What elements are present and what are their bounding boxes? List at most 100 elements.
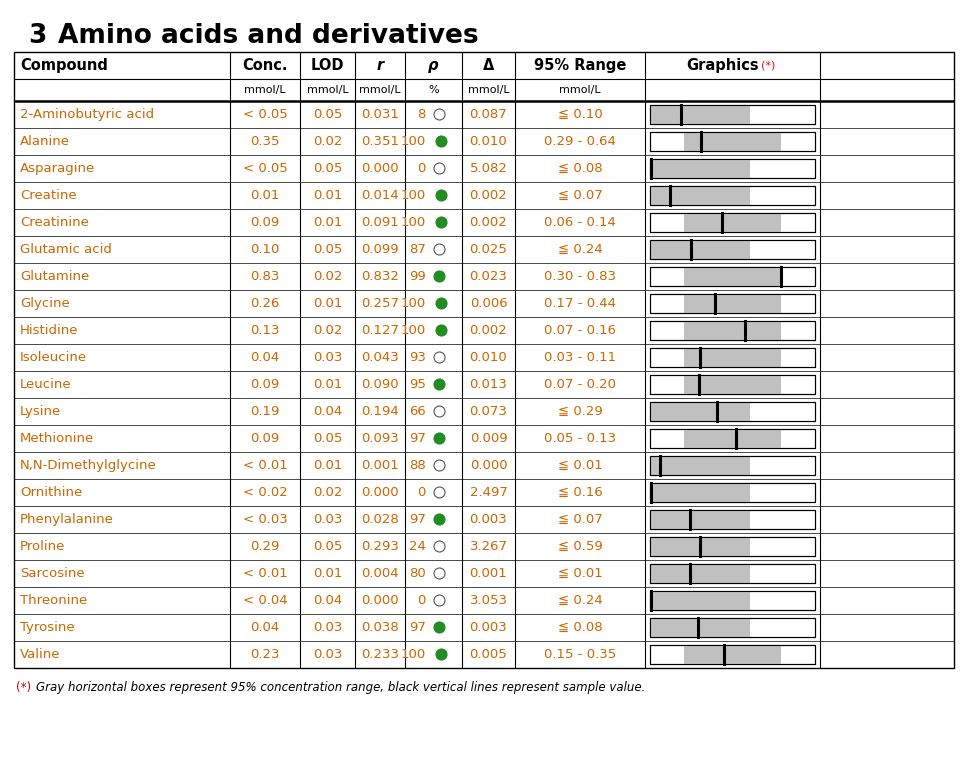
Bar [650,537,815,556]
Text: 0.06 - 0.14: 0.06 - 0.14 [544,216,616,229]
Text: Gray horizontal boxes represent 95% concentration range, black vertical lines re: Gray horizontal boxes represent 95% conc… [36,681,646,694]
Text: 3: 3 [28,23,46,49]
Text: 100: 100 [401,297,426,310]
Text: 2.497: 2.497 [469,486,507,499]
Bar [650,132,815,151]
Text: Δ: Δ [483,58,495,73]
Text: Threonine: Threonine [20,594,87,607]
Text: Compound: Compound [20,58,107,73]
Text: 0.02: 0.02 [313,270,342,283]
Bar [650,483,815,502]
Bar [650,240,815,259]
Text: Phenylalanine: Phenylalanine [20,513,114,526]
Bar [650,564,750,583]
Text: 0.03: 0.03 [313,648,342,661]
Text: 0.05: 0.05 [313,108,342,121]
Text: < 0.01: < 0.01 [243,459,287,472]
Text: 0.009: 0.009 [469,432,507,445]
Text: Tyrosine: Tyrosine [20,621,75,634]
Circle shape [436,190,447,201]
Circle shape [436,298,447,309]
Bar [650,645,815,664]
Text: 0.014: 0.014 [361,189,399,202]
Circle shape [434,109,445,120]
Circle shape [436,325,447,336]
Text: ≦ 0.01: ≦ 0.01 [558,459,602,472]
Text: 0: 0 [417,162,426,175]
Text: 0.02: 0.02 [313,486,342,499]
Text: 0.002: 0.002 [469,189,507,202]
Bar [650,294,815,313]
Text: 97: 97 [409,513,426,526]
Bar [650,105,750,124]
Circle shape [434,541,445,552]
Circle shape [436,649,447,660]
Text: ≦ 0.07: ≦ 0.07 [558,513,602,526]
Text: 0.05: 0.05 [313,540,342,553]
Text: 0.003: 0.003 [469,513,507,526]
Text: Amino acids and derivatives: Amino acids and derivatives [58,23,478,49]
Text: 88: 88 [409,459,426,472]
Text: < 0.03: < 0.03 [243,513,287,526]
Bar [650,294,815,313]
Text: 0.004: 0.004 [361,567,399,580]
Text: 0.002: 0.002 [469,216,507,229]
Text: 0.127: 0.127 [361,324,399,337]
Text: 0.05 - 0.13: 0.05 - 0.13 [544,432,616,445]
Text: 0.001: 0.001 [469,567,507,580]
Text: 3.267: 3.267 [469,540,507,553]
Text: 0.02: 0.02 [313,324,342,337]
Text: < 0.01: < 0.01 [243,567,287,580]
Text: 0.091: 0.091 [361,216,399,229]
Bar [650,483,750,502]
Text: Proline: Proline [20,540,66,553]
Text: 0.09: 0.09 [251,378,280,391]
Bar [650,510,815,529]
Bar [684,267,781,286]
Text: < 0.05: < 0.05 [243,108,287,121]
Text: 0.257: 0.257 [361,297,399,310]
Text: 0.83: 0.83 [251,270,280,283]
Text: 0.000: 0.000 [361,594,399,607]
Bar [650,186,815,205]
Text: Creatine: Creatine [20,189,76,202]
Bar [650,456,815,475]
Bar [650,591,815,610]
Circle shape [436,217,447,228]
Bar [650,375,815,394]
Text: ≦ 0.01: ≦ 0.01 [558,567,602,580]
Bar [684,213,781,232]
Bar [650,213,815,232]
Text: (*): (*) [16,681,31,694]
Text: ≦ 0.24: ≦ 0.24 [558,594,602,607]
Bar [650,456,815,475]
Bar [684,375,781,394]
Bar [650,591,750,610]
Text: 0.001: 0.001 [361,459,399,472]
Bar [650,402,750,421]
Text: Ornithine: Ornithine [20,486,82,499]
Circle shape [436,136,447,147]
Text: 0.038: 0.038 [361,621,399,634]
Bar [650,537,750,556]
Circle shape [434,433,445,444]
Text: ≦ 0.29: ≦ 0.29 [558,405,602,418]
Bar [650,186,815,205]
Text: 0.031: 0.031 [361,108,399,121]
Bar [650,267,815,286]
Text: 0.04: 0.04 [313,405,342,418]
Bar [650,456,750,475]
Text: 0.30 - 0.83: 0.30 - 0.83 [544,270,616,283]
Text: Valine: Valine [20,648,60,661]
Text: 0.000: 0.000 [361,162,399,175]
Text: 8: 8 [417,108,426,121]
Bar [650,159,815,178]
Text: 0.293: 0.293 [361,540,399,553]
Text: 0.29: 0.29 [251,540,280,553]
Text: mmol/L: mmol/L [560,85,601,95]
Text: 0.043: 0.043 [361,351,399,364]
Circle shape [434,514,445,525]
Text: 0.23: 0.23 [251,648,280,661]
Text: Alanine: Alanine [20,135,70,148]
Text: r: r [377,58,383,73]
